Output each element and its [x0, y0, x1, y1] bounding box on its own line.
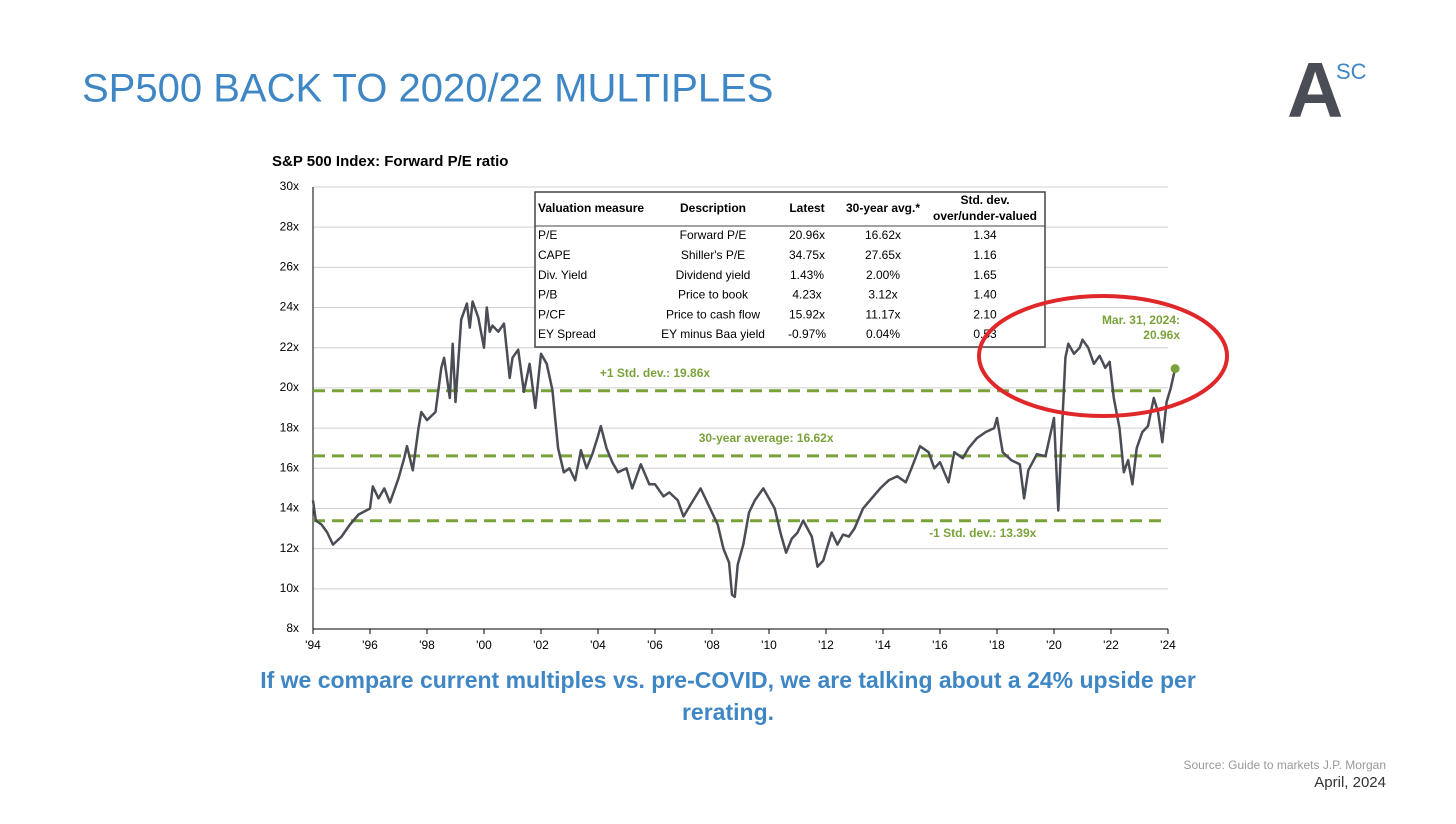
table-cell: 27.65x — [865, 248, 901, 262]
x-tick-label: '08 — [704, 638, 720, 652]
pe-line — [311, 300, 1177, 599]
table-header: 30-year avg.* — [846, 201, 920, 215]
source: Source: Guide to markets J.P. Morgan — [1183, 758, 1386, 772]
x-tick-label: '96 — [362, 638, 378, 652]
x-tick-label: '00 — [476, 638, 492, 652]
table-cell: P/E — [538, 228, 557, 242]
highlight-circle — [977, 294, 1229, 418]
chart-title: S&P 500 Index: Forward P/E ratio — [272, 153, 508, 170]
y-tick-label: 30x — [280, 179, 299, 193]
table-cell: 16.62x — [865, 228, 901, 242]
table-cell: 3.12x — [868, 288, 897, 302]
table-header: over/under-valued — [933, 209, 1037, 223]
reference-label: +1 Std. dev.: 19.86x — [600, 366, 710, 380]
table-header: Std. dev. — [960, 193, 1009, 207]
reference-label: -1 Std. dev.: 13.39x — [929, 526, 1036, 540]
table-box — [534, 191, 1046, 348]
logo-sup: SC — [1336, 59, 1367, 84]
slide-title: SP500 BACK TO 2020/22 MULTIPLES — [82, 67, 773, 111]
table-cell: Price to book — [678, 288, 749, 302]
x-tick-label: '22 — [1103, 638, 1119, 652]
y-tick-label: 24x — [280, 300, 299, 314]
table-cell: 2.00% — [866, 268, 900, 282]
annotation: Mar. 31, 2024: — [1102, 313, 1180, 327]
table-cell: Dividend yield — [676, 268, 751, 282]
annotation: 20.96x — [1143, 328, 1180, 342]
table-cell: Div. Yield — [538, 268, 587, 282]
table-cell: Forward P/E — [680, 228, 747, 242]
table-header: Valuation measure — [538, 201, 644, 215]
x-tick-label: '94 — [305, 638, 321, 652]
caption: If we compare current multiples vs. pre-… — [260, 667, 1196, 725]
x-tick-label: '98 — [419, 638, 435, 652]
y-tick-label: 14x — [280, 501, 299, 515]
y-tick-label: 28x — [280, 219, 299, 233]
x-tick-label: '18 — [989, 638, 1005, 652]
y-tick-label: 20x — [280, 380, 299, 394]
y-tick-label: 12x — [280, 541, 299, 555]
x-tick-label: '10 — [761, 638, 777, 652]
table-cell: 1.43% — [790, 268, 824, 282]
y-tick-label: 26x — [280, 260, 299, 274]
table-cell: P/B — [538, 288, 557, 302]
reference-label: 30-year average: 16.62x — [699, 431, 834, 445]
y-tick-label: 8x — [286, 621, 299, 635]
table-cell: 2.10 — [973, 307, 997, 321]
table-cell: 20.96x — [789, 228, 825, 242]
x-tick-label: '16 — [932, 638, 948, 652]
y-tick-label: 10x — [280, 581, 299, 595]
x-tick-label: '04 — [590, 638, 606, 652]
table-cell: Price to cash flow — [666, 307, 760, 321]
table-cell: 1.16 — [973, 248, 997, 262]
table-cell: EY Spread — [538, 327, 596, 341]
table-header: Latest — [789, 201, 824, 215]
logo-letter: A — [1287, 46, 1343, 134]
x-tick-label: '20 — [1046, 638, 1062, 652]
table-cell: CAPE — [538, 248, 571, 262]
y-tick-label: 22x — [280, 340, 299, 354]
y-tick-label: 18x — [280, 420, 299, 434]
x-tick-label: '14 — [875, 638, 891, 652]
table-cell: 0.04% — [866, 327, 900, 341]
y-tick-label: 16x — [280, 460, 299, 474]
table-cell: 11.17x — [865, 307, 900, 321]
table-cell: P/CF — [538, 307, 565, 321]
table-cell: 1.40 — [973, 288, 997, 302]
date: April, 2024 — [1314, 774, 1386, 791]
table-cell: 34.75x — [789, 248, 825, 262]
table-cell: 15.92x — [789, 307, 825, 321]
table-cell: 4.23x — [792, 288, 821, 302]
table-cell: Shiller's P/E — [681, 248, 745, 262]
latest-point — [1170, 364, 1180, 374]
table-cell: 1.65 — [973, 268, 997, 282]
x-tick-label: '06 — [647, 638, 663, 652]
x-tick-label: '02 — [533, 638, 549, 652]
x-tick-label: '24 — [1160, 638, 1176, 652]
x-tick-label: '12 — [818, 638, 834, 652]
table-cell: -0.97% — [788, 327, 826, 341]
table-header: Description — [680, 201, 746, 215]
table-cell: EY minus Baa yield — [661, 327, 765, 341]
caption-box: If we compare current multiples vs. pre-… — [260, 667, 1196, 725]
table-cell: 1.34 — [973, 228, 997, 242]
